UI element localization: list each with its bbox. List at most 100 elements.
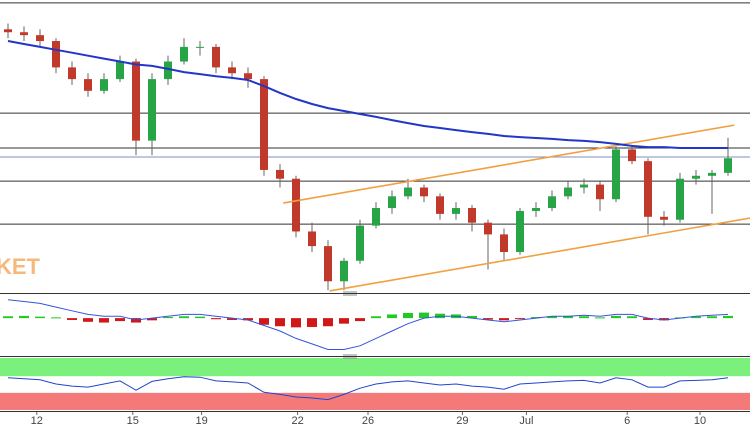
macd-bar	[19, 315, 29, 319]
macd-bar	[371, 316, 381, 319]
candle-body	[36, 35, 44, 42]
x-axis: 12 15 19 22 26 29 Jul 6 10	[31, 411, 706, 427]
candle-body	[388, 196, 396, 209]
x-tick-label: 22	[291, 415, 303, 427]
x-tick-label: 19	[195, 415, 207, 427]
x-tick-label: 6	[624, 415, 630, 427]
macd-bar	[115, 318, 125, 322]
candle-body	[596, 184, 604, 200]
macd-bar	[691, 316, 701, 319]
candle-body	[692, 175, 700, 179]
candle-body	[132, 61, 140, 141]
candle-body	[180, 46, 188, 62]
candle-body	[324, 246, 332, 282]
macd-bar	[211, 318, 221, 320]
candle-body	[4, 29, 12, 33]
candle-body	[452, 208, 460, 214]
candle-body	[308, 231, 316, 247]
macd-bar	[467, 315, 477, 319]
candle-body	[68, 67, 76, 80]
macd-bar	[579, 316, 589, 319]
x-tick-label: 12	[31, 415, 43, 427]
macd-bar	[547, 316, 557, 319]
macd-bar	[147, 318, 157, 321]
rsi-band	[0, 392, 750, 410]
candle-body	[580, 184, 588, 188]
macd-bar	[595, 317, 605, 319]
rsi-panel	[0, 358, 750, 410]
candle-body	[564, 187, 572, 197]
trendline	[329, 217, 750, 292]
macd-bar	[195, 316, 205, 319]
candle-body	[100, 79, 108, 91]
candle-body	[436, 196, 444, 214]
candle-body	[468, 208, 476, 223]
candle-body	[84, 79, 92, 91]
candle-body	[676, 178, 684, 220]
macd-bar	[387, 314, 397, 319]
macd-bar	[723, 315, 733, 319]
candle-body	[532, 208, 540, 211]
candle-body	[340, 260, 348, 282]
candle-body	[244, 73, 252, 80]
macd-bar	[51, 317, 61, 319]
macd-bar	[403, 312, 413, 319]
macd-bar	[483, 318, 493, 320]
macd-bar	[291, 318, 301, 328]
candle-body	[708, 172, 716, 176]
macd-bar	[355, 318, 365, 322]
x-tick-label: 15	[127, 415, 139, 427]
macd-bar	[259, 318, 269, 325]
macd-bar	[339, 318, 349, 324]
x-tick-label: 29	[456, 415, 468, 427]
rsi-band	[0, 358, 750, 377]
macd-line	[7, 299, 729, 350]
macd-bar	[307, 318, 317, 327]
candle-body	[212, 46, 220, 68]
candle-body	[644, 161, 652, 217]
macd-bar	[243, 318, 253, 321]
macd-bar	[707, 316, 717, 319]
rsi-line	[7, 376, 729, 401]
macd-bar	[163, 317, 173, 319]
macd-bar	[531, 317, 541, 319]
macd-bar	[563, 315, 573, 319]
macd-bar	[659, 318, 669, 321]
macd-bar	[99, 318, 109, 323]
trendline	[283, 124, 735, 204]
x-tick-label: Jul	[519, 415, 533, 427]
macd-bar	[323, 318, 333, 327]
candle-body	[372, 208, 380, 226]
candle-body	[116, 61, 124, 80]
macd-bar	[35, 316, 45, 319]
candle-body	[164, 61, 172, 80]
candle-body	[148, 79, 156, 141]
macd-bar	[419, 312, 429, 319]
candle-body	[260, 79, 268, 170]
macd-panel	[3, 299, 733, 350]
candle-body	[612, 149, 620, 200]
x-tick-label: 10	[694, 415, 706, 427]
macd-bar	[275, 318, 285, 327]
candle-body	[516, 210, 524, 252]
watermark: KET	[0, 254, 41, 279]
macd-bar	[627, 316, 637, 319]
macd-bar	[643, 318, 653, 320]
candle-body	[20, 32, 28, 36]
candle-body	[228, 67, 236, 74]
candle-body	[404, 187, 412, 197]
candle-body	[356, 225, 364, 261]
macd-bar	[611, 315, 621, 319]
macd-bar	[179, 316, 189, 319]
candle-body	[276, 169, 284, 179]
macd-bar	[83, 318, 93, 322]
candle-body	[660, 216, 668, 220]
x-tick-label: 26	[362, 415, 374, 427]
macd-bar	[3, 316, 13, 319]
candle-body	[484, 222, 492, 235]
macd-bar	[499, 318, 509, 321]
candle-body	[500, 234, 508, 252]
candle-body	[196, 46, 204, 48]
candle-body	[548, 196, 556, 209]
